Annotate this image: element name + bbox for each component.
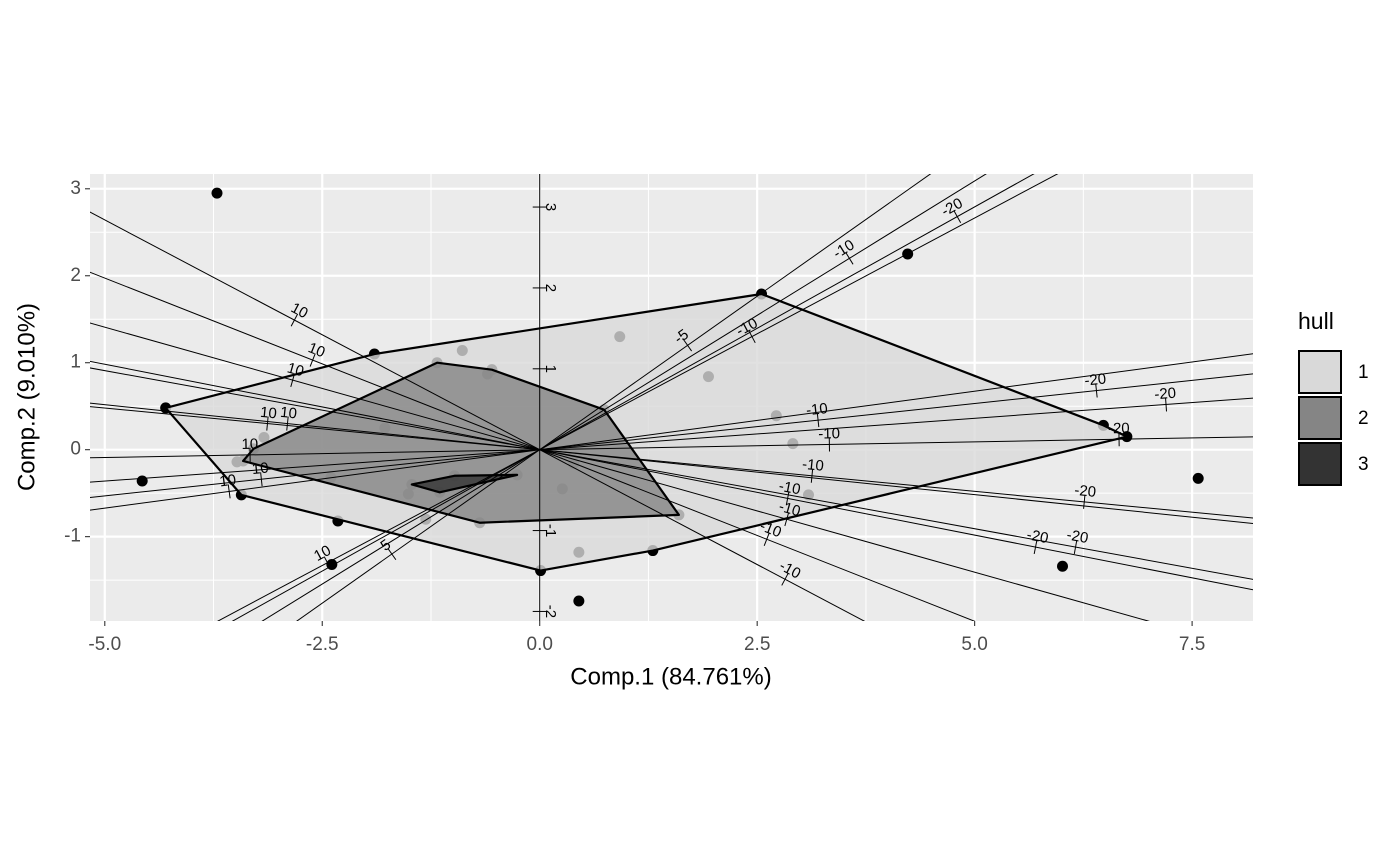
biplot-tick-mark [286,416,289,431]
biplot-tick-label: 10 [218,471,237,490]
legend-label: 3 [1358,454,1369,475]
hull [410,473,519,494]
hulls [164,292,1128,572]
x-axis-title: Comp.1 (84.761%) [570,663,771,690]
biplot-tick-mark [683,339,693,352]
biplot-tick-label: -10 [757,518,783,542]
point [573,595,585,607]
biplot-tick-label: 10 [288,299,311,322]
biplot-tick-mark [266,416,269,431]
x-tick-label: -2.5 [306,634,339,655]
legend: hull 1 2 3 [1298,308,1369,486]
biplot-tick-label: 10 [251,459,269,478]
biplot-tick-mark [810,468,814,483]
point [1192,472,1204,484]
point [1057,560,1069,572]
biplot-tick-mark [784,512,790,527]
biplot-tick-label: -20 [1025,526,1050,547]
biplot-tick-mark [763,532,770,546]
biplot-tick-mark [816,413,820,428]
y-tick-label: 3 [70,178,81,199]
biplot-tick-mark [1083,494,1086,509]
biplot-tick-label: -20 [1084,370,1107,389]
legend-key [1298,442,1342,486]
x-tick-label: 0.0 [527,634,553,655]
biplot-tick-label: 3 [542,203,559,211]
biplot-tick-label: 10 [279,404,297,423]
biplot-tick-mark [845,252,854,265]
biplot-tick-label: 1 [542,365,559,373]
y-tick-label: 0 [70,439,81,460]
biplot-tick-mark [309,353,316,367]
biplot-tick-mark [781,572,789,586]
y-tick-label: 2 [70,265,81,286]
x-tick-label: 5.0 [961,634,987,655]
hull [241,361,680,524]
legend-label: 2 [1358,408,1369,429]
legend-title: hull [1298,308,1334,334]
biplot-tick-label: 2 [542,284,559,292]
biplot-tick-mark [785,491,790,506]
biplot-tick-label: -10 [777,478,802,499]
biplot-tick-label: -20 [1074,482,1097,501]
biplot-tick-mark [1033,540,1038,555]
y-tick-label: -1 [64,526,81,547]
x-tick-label: 2.5 [744,634,770,655]
biplot-tick-label: -20 [1065,526,1089,547]
biplot-tick-mark [1095,383,1098,398]
point [211,187,223,199]
biplot-tick-label: 10 [311,542,334,565]
biplot-tick-label: 10 [306,339,328,361]
point [136,475,148,487]
biplot-tick-label: -1 [542,524,559,537]
biplot-tick-label: -20 [1108,420,1130,437]
biplot-tick-mark [1165,397,1168,412]
biplot-tick-label: -2 [542,605,559,618]
legend-key [1298,396,1342,440]
x-tick-label: -5.0 [88,634,121,655]
legend-key [1298,350,1342,394]
biplot-tick-mark [953,210,962,223]
biplot-tick-mark [260,472,263,487]
y-tick-label: 1 [70,352,81,373]
biplot-tick-label: -10 [801,456,824,475]
biplot-tick-mark [290,373,296,387]
biplot-tick-label: 10 [285,360,306,381]
x-tick-label: 7.5 [1179,634,1205,655]
biplot-tick-mark [387,548,397,561]
biplot-tick-label: 10 [259,404,277,423]
biplot-tick-label: 10 [241,436,258,453]
legend-label: 1 [1358,362,1369,383]
biplot-tick-label: -20 [1154,385,1177,404]
biplot-tick-label: -10 [805,400,828,419]
y-axis-title: Comp.2 (9.010%) [13,303,40,491]
biplot-tick-mark [290,313,299,327]
biplot-tick-label: -10 [777,498,802,520]
biplot-tick-mark [1073,540,1078,555]
biplot-axis [90,397,1253,483]
biplot-tick-mark [227,484,231,499]
